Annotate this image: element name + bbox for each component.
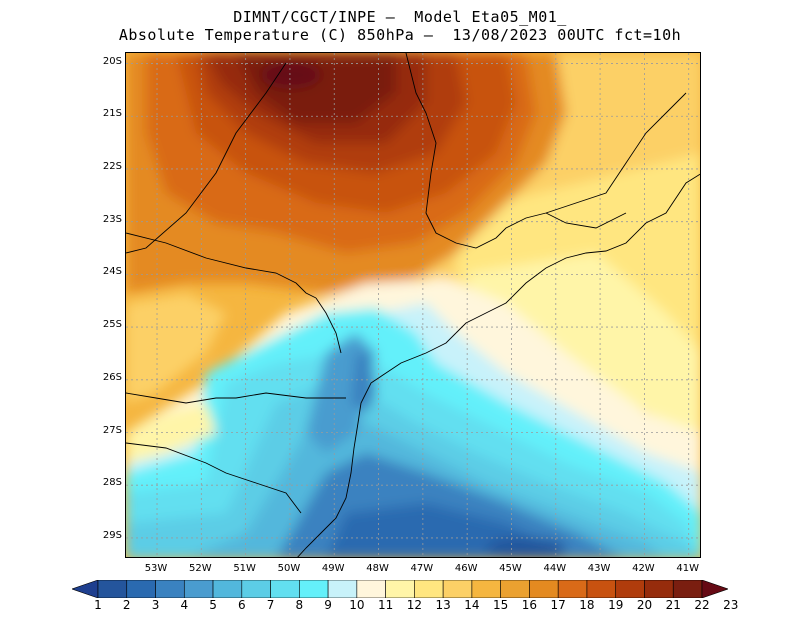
lon-tick-label: 42W	[632, 563, 655, 574]
lat-tick-label: 26S	[102, 371, 122, 383]
lat-tick-label: 20S	[102, 55, 122, 67]
lat-tick-label: 21S	[102, 108, 122, 120]
lon-tick-label: 43W	[587, 563, 611, 574]
lat-tick-label: 29S	[102, 529, 122, 541]
colorbar-segment	[155, 580, 185, 598]
colorbar-tick-label: 9	[324, 598, 332, 612]
lon-tick-label: 48W	[366, 563, 389, 574]
colorbar-segment	[183, 580, 214, 598]
colorbar-segment	[212, 580, 243, 598]
colorbar-segment	[241, 580, 271, 598]
colorbar-segment	[126, 580, 156, 598]
lat-tick-label: 23S	[102, 213, 122, 225]
map-panel	[125, 52, 701, 558]
colorbar-segment	[615, 580, 645, 598]
lon-tick-label: 47W	[410, 563, 434, 574]
colorbar-tick-label: 22	[694, 598, 710, 612]
colorbar-tick-label: 1	[94, 598, 102, 612]
lat-tick-label: 24S	[102, 266, 122, 278]
colorbar-tick-label: 17	[550, 598, 566, 612]
map-title: DIMNT/CGCT/INPE – Model Eta05_M01_	[233, 8, 567, 26]
colorbar-segment	[644, 580, 674, 598]
colorbar	[72, 580, 728, 598]
lat-tick-label: 22S	[102, 160, 122, 172]
temperature-contours	[126, 53, 700, 557]
colorbar-tick-label: 13	[435, 598, 451, 612]
colorbar-tick-label: 14	[464, 598, 480, 612]
colorbar-tick-label: 6	[237, 598, 246, 612]
lon-tick-label: 44W	[543, 563, 567, 574]
colorbar-segment	[299, 580, 329, 598]
colorbar-tick-label: 23	[723, 598, 739, 612]
temperature-map	[126, 53, 700, 557]
colorbar-segment	[385, 580, 415, 598]
lon-tick-label: 46W	[454, 563, 478, 574]
colorbar-segment	[672, 580, 703, 598]
lon-tick-label: 53W	[144, 563, 168, 574]
lon-tick-label: 49W	[321, 563, 345, 574]
colorbar-tick-label: 4	[180, 598, 189, 612]
colorbar-segment	[442, 580, 473, 598]
lat-tick-label: 28S	[102, 477, 122, 489]
colorbar-segment	[500, 580, 530, 598]
colorbar-segment	[414, 580, 444, 598]
colorbar-tick-label: 19	[608, 598, 624, 612]
coastline-borders	[126, 53, 700, 557]
colorbar-segment	[97, 580, 128, 598]
colorbar-tick-label: 12	[406, 598, 423, 612]
lat-tick-label: 27S	[102, 424, 122, 436]
colorbar-tick-label: 16	[521, 598, 538, 612]
colorbar-segment	[356, 580, 386, 598]
colorbar-tick-label: 7	[266, 598, 275, 612]
colorbar-segment	[471, 580, 501, 598]
colorbar-tick-label: 3	[151, 598, 160, 612]
colorbar-segment	[270, 580, 300, 598]
colorbar-segment	[327, 580, 358, 598]
lon-tick-label: 51W	[233, 563, 256, 574]
lat-tick-label: 25S	[102, 319, 122, 331]
colorbar-tick-label: 8	[295, 598, 304, 612]
colorbar-tick-label: 11	[377, 598, 394, 612]
colorbar-tick-label: 18	[579, 598, 595, 612]
colorbar-tick-label: 20	[636, 598, 653, 612]
lon-tick-label: 41W	[676, 563, 700, 574]
lon-tick-label: 50W	[277, 563, 301, 574]
grid-lines	[126, 53, 700, 557]
colorbar-segment	[557, 580, 588, 598]
colorbar-min-arrow	[72, 580, 99, 598]
colorbar-tick-label: 2	[122, 598, 131, 612]
colorbar-tick-label: 21	[665, 598, 681, 612]
colorbar-segment	[529, 580, 559, 598]
colorbar-max-arrow	[701, 580, 728, 598]
colorbar-tick-label: 10	[349, 598, 365, 612]
colorbar-segment	[586, 580, 617, 598]
lon-tick-label: 45W	[499, 563, 522, 574]
lon-tick-label: 52W	[189, 563, 212, 574]
colorbar-tick-label: 5	[209, 598, 217, 612]
colorbar-tick-label: 15	[493, 598, 509, 612]
map-subtitle: Absolute Temperature (C) 850hPa – 13/08/…	[118, 26, 682, 44]
